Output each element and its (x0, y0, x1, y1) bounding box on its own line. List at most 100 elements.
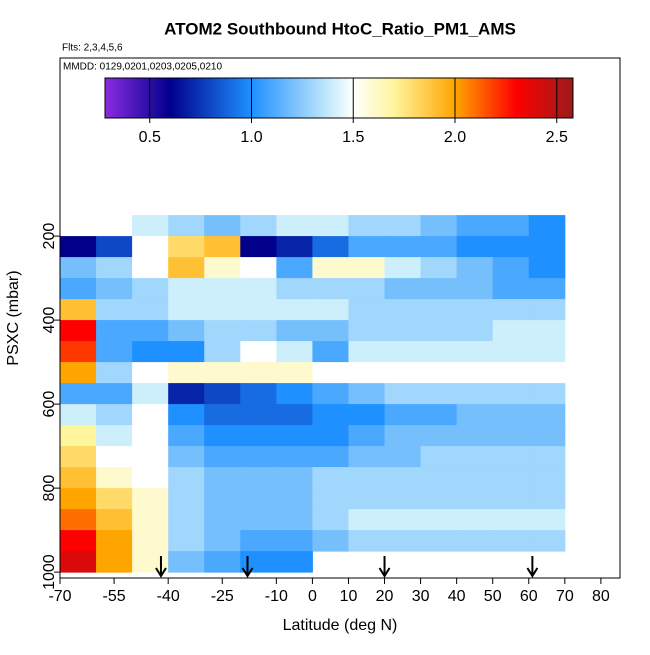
heat-cell (456, 278, 494, 300)
heat-cell (312, 509, 349, 531)
heat-cell (492, 509, 530, 531)
heat-cell (168, 320, 205, 342)
heat-cell (168, 257, 205, 279)
heat-cell (204, 467, 241, 489)
heat-cell (204, 236, 241, 258)
heat-cell (168, 509, 205, 531)
colorbar-tick-label: 2.0 (444, 129, 466, 146)
heat-cell (240, 446, 277, 468)
heat-cell (96, 446, 133, 468)
heat-cell (60, 404, 97, 426)
heat-cell (420, 341, 458, 363)
heat-cell (276, 257, 313, 279)
heat-cell (60, 509, 97, 531)
heat-cell (132, 215, 169, 237)
heat-cell (204, 551, 241, 573)
heat-cell (96, 257, 133, 279)
heat-cell (492, 215, 530, 237)
heat-cell (96, 383, 133, 405)
heat-cell (168, 299, 205, 321)
heat-cell (240, 404, 277, 426)
heat-cell (348, 509, 386, 531)
heat-cell (204, 488, 241, 510)
heat-cell (348, 341, 386, 363)
y-tick-label: 600 (41, 391, 58, 418)
heat-cell (312, 236, 349, 258)
heat-cell (492, 404, 530, 426)
heat-cell (348, 425, 386, 447)
y-axis-label: PSXC (mbar) (5, 270, 22, 365)
heat-cell (276, 341, 313, 363)
heat-cell (348, 299, 386, 321)
heat-cell (420, 509, 458, 531)
heat-cell (384, 257, 422, 279)
heat-cell (528, 425, 566, 447)
heat-cell (96, 299, 133, 321)
heat-cell (384, 467, 422, 489)
heat-cell (420, 530, 458, 552)
heat-cell (60, 278, 97, 300)
heat-cell (132, 530, 169, 552)
heat-cell (240, 236, 277, 258)
heat-cell (276, 299, 313, 321)
y-tick-label: 1000 (41, 554, 58, 590)
heat-cell (492, 299, 530, 321)
heat-cell (348, 530, 386, 552)
heat-cell (132, 320, 169, 342)
x-tick-label: -10 (265, 588, 288, 605)
heat-cell (492, 236, 530, 258)
heat-cell (96, 425, 133, 447)
heat-cell (492, 467, 530, 489)
heat-cell (276, 530, 313, 552)
heat-cell (60, 320, 97, 342)
heat-cell (132, 404, 169, 426)
heat-cell (528, 467, 566, 489)
heat-cell (384, 278, 422, 300)
heat-cell (456, 509, 494, 531)
heat-cell (312, 257, 349, 279)
heat-cell (492, 383, 530, 405)
heat-cell (96, 530, 133, 552)
heat-cell (60, 467, 97, 489)
heat-cell (348, 467, 386, 489)
heat-cell (312, 278, 349, 300)
heat-cell (492, 320, 530, 342)
heat-cell (276, 215, 313, 237)
heat-cell (168, 278, 205, 300)
heat-cell (492, 488, 530, 510)
x-tick-label: 0 (308, 588, 317, 605)
heat-cell (492, 425, 530, 447)
heat-cell (132, 467, 169, 489)
heat-cell (204, 299, 241, 321)
heat-cell (384, 530, 422, 552)
heat-cell (456, 215, 494, 237)
heat-cell (276, 425, 313, 447)
heat-cell (384, 509, 422, 531)
heat-cell (240, 488, 277, 510)
heat-cell (276, 278, 313, 300)
colorbar-tick-label: 2.5 (546, 129, 568, 146)
heat-cell (276, 509, 313, 531)
heat-cell (312, 299, 349, 321)
x-tick-label: 70 (556, 588, 574, 605)
heat-cell (348, 488, 386, 510)
heat-cell (456, 236, 494, 258)
heat-cell (348, 257, 386, 279)
heat-cell (132, 446, 169, 468)
heat-cell (132, 257, 169, 279)
heat-cell (312, 467, 349, 489)
heat-cell (528, 215, 566, 237)
heat-cell (168, 446, 205, 468)
heat-cell (204, 425, 241, 447)
heat-cell (276, 467, 313, 489)
heat-cell (240, 341, 277, 363)
heat-cell (96, 467, 133, 489)
heat-cell (384, 425, 422, 447)
heat-cell (168, 383, 205, 405)
heat-cell (96, 236, 133, 258)
heat-cell (348, 404, 386, 426)
heat-cell (456, 467, 494, 489)
heat-cell (60, 530, 97, 552)
heat-cell (132, 362, 169, 384)
